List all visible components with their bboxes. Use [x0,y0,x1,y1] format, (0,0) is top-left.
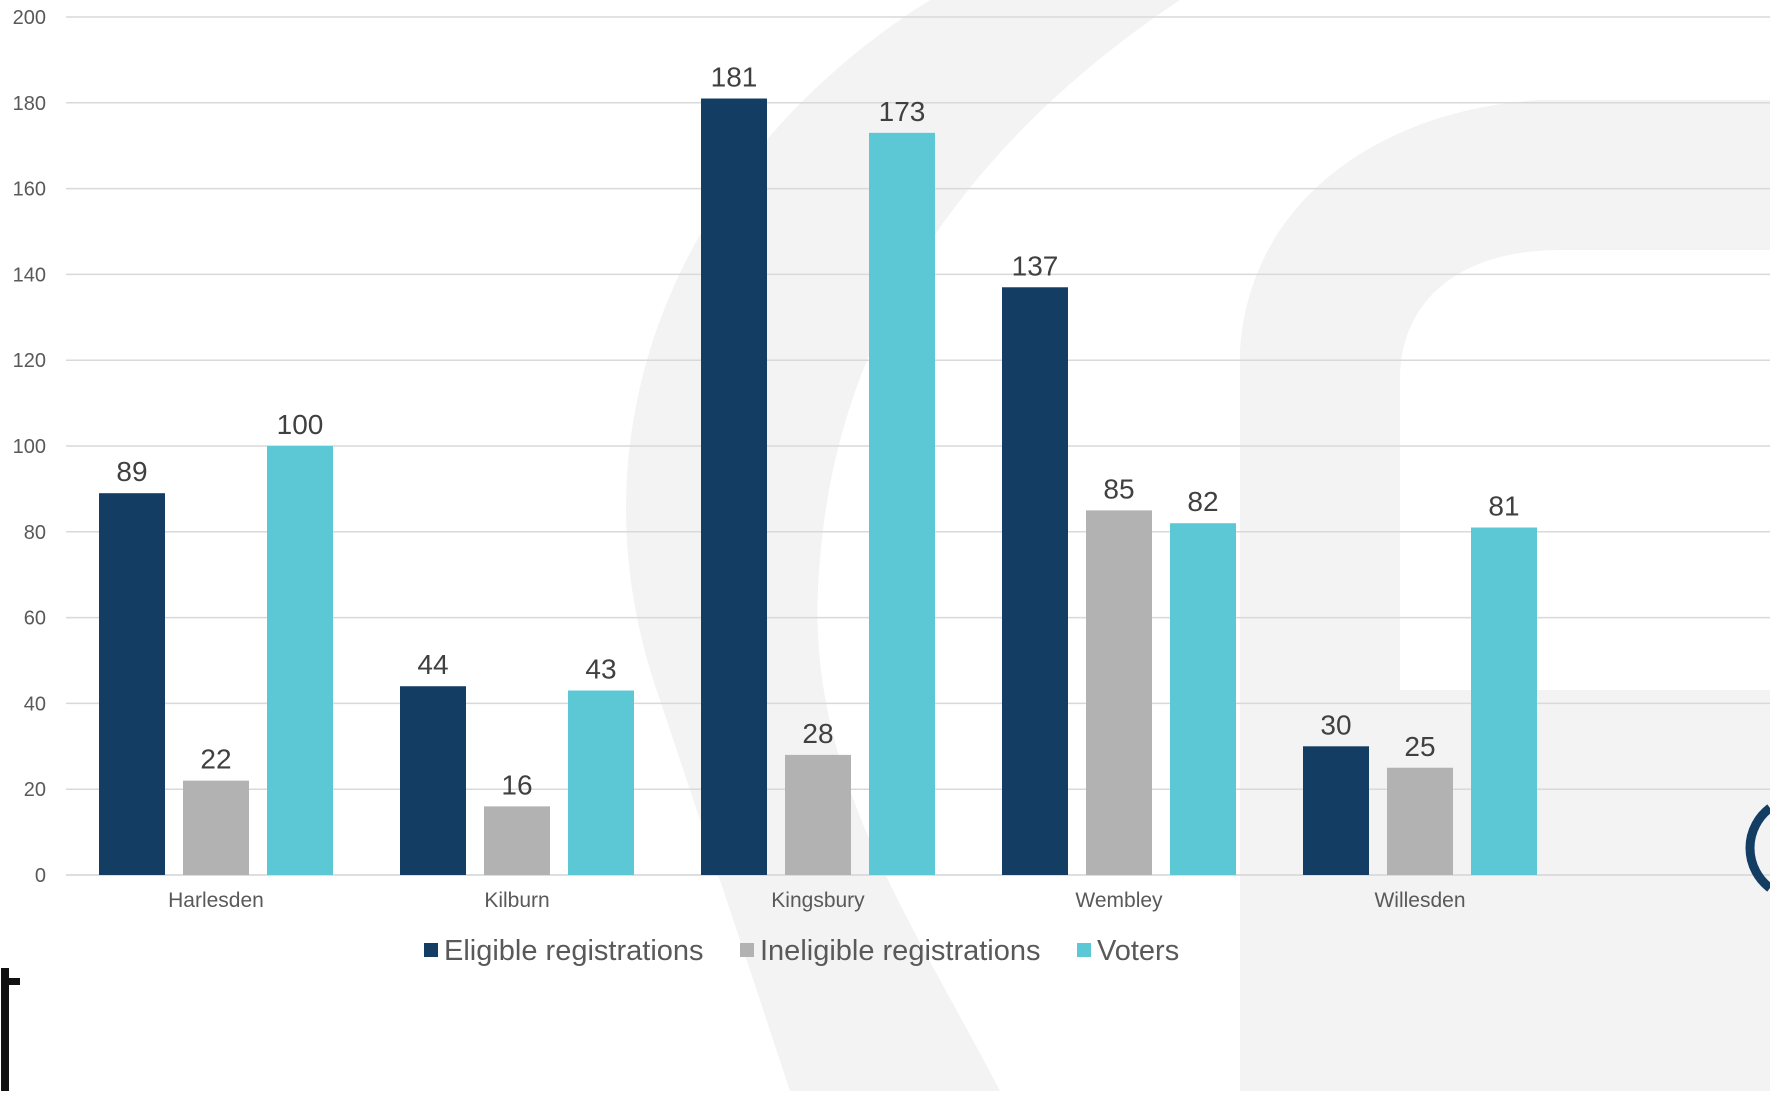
y-tick-label: 100 [13,436,46,458]
bar-eligible-registrations [99,493,165,875]
data-label: 82 [1187,486,1218,517]
x-category-label: Willesden [1374,889,1465,912]
bars [99,98,1537,875]
legend-label: Ineligible registrations [760,935,1040,967]
legend-swatch [740,943,754,957]
x-axis-category-labels: Harlesden Kilburn Kingsbury Wembley Willesde… [168,889,1465,912]
data-label: 81 [1488,491,1519,522]
y-axis-tick-labels: 0 20 40 60 80 100 120 140 160 180 200 [13,7,46,887]
watermark-pillar-shape [1240,380,1400,1091]
data-labels: 89 22 100 44 16 43 181 28 173 137 85 82 30 25 81 [116,62,1519,801]
y-tick-label: 0 [35,865,46,887]
legend: Eligible registrations Ineligible registr… [424,935,1179,967]
legend-label: Voters [1097,935,1179,967]
y-tick-label: 40 [24,693,46,715]
data-label: 100 [277,409,324,440]
bar-voters [869,132,935,875]
x-category-label: Harlesden [168,889,264,912]
bar-eligible-registrations [701,98,767,875]
data-label: 173 [879,96,926,127]
y-tick-label: 160 [13,179,46,201]
bar-ineligible-registrations [1387,767,1453,875]
y-tick-label: 20 [24,779,46,801]
data-label: 85 [1103,473,1134,504]
bar-voters [1471,527,1537,875]
y-tick-label: 180 [13,93,46,115]
watermark-block-shape [1400,690,1770,1091]
x-category-label: Wembley [1075,889,1163,912]
data-label: 43 [585,654,616,685]
bar-voters [267,446,333,875]
legend-swatch [424,943,438,957]
y-tick-label: 140 [13,264,46,286]
corner-ring-decoration [1745,804,1770,892]
data-label: 16 [501,769,532,800]
data-label: 30 [1320,709,1351,740]
y-tick-label: 120 [13,350,46,372]
x-category-label: Kilburn [484,889,549,912]
bar-eligible-registrations [400,686,466,875]
bar-eligible-registrations [1002,287,1068,875]
bar-ineligible-registrations [1086,510,1152,875]
x-category-label: Kingsbury [771,889,865,912]
data-label: 22 [200,744,231,775]
legend-swatch [1077,943,1091,957]
corner-glyph-decoration [1,968,20,1091]
y-tick-label: 80 [24,522,46,544]
bar-eligible-registrations [1303,746,1369,875]
data-label: 137 [1012,250,1059,281]
data-label: 25 [1404,731,1435,762]
data-label: 44 [417,649,448,680]
bar-ineligible-registrations [484,806,550,875]
legend-label: Eligible registrations [444,935,704,967]
corner-decorations [1,804,1770,1091]
bar-voters [568,690,634,875]
data-label: 181 [711,62,758,93]
data-label: 89 [116,456,147,487]
data-label: 28 [802,718,833,749]
bar-ineligible-registrations [785,754,851,875]
bar-ineligible-registrations [183,780,249,875]
y-tick-label: 60 [24,608,46,630]
y-tick-label: 200 [13,7,46,29]
bar-voters [1170,523,1236,875]
